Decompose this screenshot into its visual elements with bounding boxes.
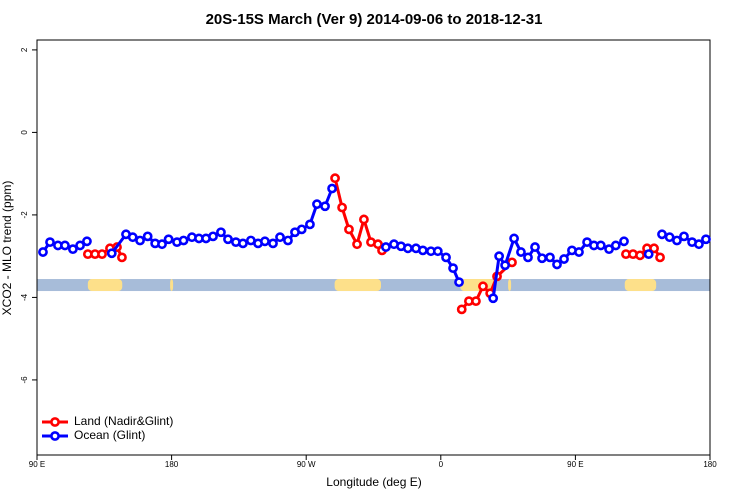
point (509, 233, 519, 244)
point (417, 245, 428, 256)
x-axis-label: Longitude (deg E) (326, 475, 421, 489)
point (456, 304, 467, 315)
point (478, 281, 488, 292)
x-tick-label: 180 (703, 460, 717, 469)
point (60, 240, 70, 251)
point (672, 235, 682, 246)
point (694, 239, 704, 250)
point (471, 296, 481, 307)
land-strip (334, 279, 381, 292)
point (268, 238, 278, 249)
point (106, 248, 117, 259)
point (45, 237, 55, 248)
point (381, 242, 391, 252)
y-tick-label: -6 (20, 376, 29, 384)
point (135, 235, 145, 246)
point (223, 234, 233, 245)
point (127, 232, 138, 243)
series-line (87, 177, 662, 311)
point (178, 235, 189, 246)
point (117, 252, 127, 263)
point (352, 239, 362, 250)
point (679, 231, 689, 242)
plot-frame (36, 39, 711, 456)
point (610, 240, 621, 251)
legend-label: Land (Nadir&Glint) (74, 414, 173, 428)
x-tick-label: 180 (165, 460, 179, 469)
point (530, 242, 540, 252)
point (330, 173, 340, 184)
land-strip (624, 279, 657, 292)
point (441, 252, 451, 263)
point (75, 240, 85, 251)
point (327, 183, 337, 194)
land-strip (87, 279, 123, 292)
legend-label: Ocean (Glint) (74, 428, 145, 442)
point (701, 234, 711, 245)
point (97, 249, 107, 260)
point (448, 263, 458, 274)
point (283, 235, 293, 246)
point (649, 243, 659, 254)
legend-marker (50, 417, 60, 427)
point (454, 277, 464, 288)
y-tick-label: 2 (20, 47, 29, 52)
point (545, 252, 555, 263)
point (82, 236, 92, 247)
point (635, 250, 645, 261)
point (67, 244, 78, 255)
land-strip (170, 279, 174, 292)
point (523, 252, 533, 263)
x-tick-label: 90 E (567, 460, 583, 469)
y-tick-label: -4 (20, 293, 29, 301)
point (296, 224, 307, 235)
point (337, 202, 347, 213)
x-tick-label: 0 (439, 460, 444, 469)
point (432, 246, 443, 257)
point (657, 229, 667, 240)
y-tick-label: 0 (20, 130, 29, 135)
point (559, 254, 569, 264)
point (344, 224, 354, 235)
point (38, 247, 48, 257)
point (216, 227, 226, 238)
point (402, 243, 413, 254)
point (574, 247, 584, 257)
point (163, 234, 174, 245)
point (312, 199, 322, 210)
point (320, 201, 330, 212)
point (157, 239, 167, 250)
point (500, 260, 511, 271)
x-tick-label: 90 W (297, 460, 316, 469)
point (238, 238, 248, 249)
point (359, 214, 369, 225)
point (142, 231, 153, 242)
point (619, 236, 629, 247)
point (664, 232, 675, 243)
point (516, 247, 526, 257)
y-axis-label: XCO2 - MLO trend (ppm) (0, 181, 14, 316)
point (488, 293, 499, 304)
point (208, 231, 218, 242)
legend-marker (50, 431, 60, 441)
point (643, 249, 654, 260)
point (655, 252, 665, 263)
land-strip (508, 279, 512, 292)
y-tick-label: -2 (20, 211, 29, 219)
point (552, 259, 562, 270)
chart-title: 20S-15S March (Ver 9) 2014-09-06 to 2018… (206, 11, 543, 28)
point (494, 251, 505, 262)
point (595, 240, 606, 251)
point (537, 253, 547, 264)
point (275, 232, 285, 243)
x-tick-label: 90 E (29, 460, 45, 469)
point (305, 219, 315, 230)
point (260, 236, 270, 247)
